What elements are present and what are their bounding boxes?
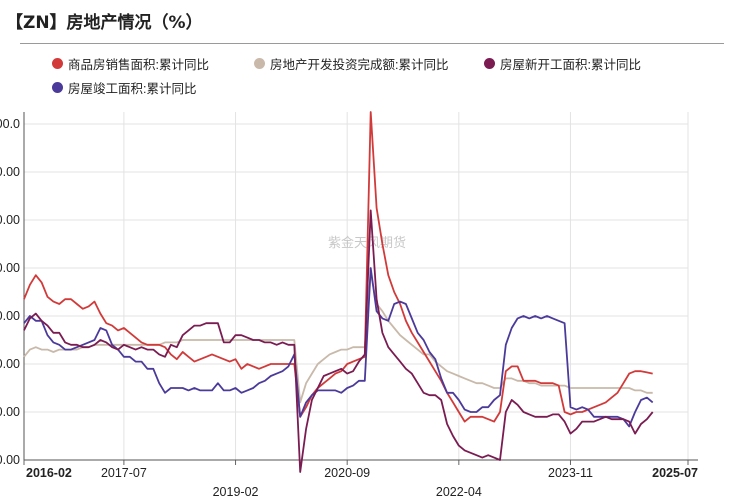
x-tick-label: 2020-09 [324, 466, 370, 480]
y-tick-label: 20.00 [0, 309, 20, 323]
x-axis: 2016-02 2017-07 2019-02 2020-09 2022-04 2023-… [23, 459, 698, 499]
legend-marker-icon [52, 58, 63, 69]
legend-item-investment[interactable]: 房地产开发投资完成额:累计同比 [254, 54, 448, 73]
legend-label: 商品房销售面积:累计同比 [68, 58, 209, 72]
y-tick-label: 0.00 [0, 357, 20, 371]
series-lines [23, 111, 654, 473]
series-line-0 [23, 111, 653, 423]
legend-item-completions[interactable]: 房屋竣工面积:累计同比 [52, 78, 196, 97]
x-tick-label: 2025-07 [652, 466, 698, 480]
series-line-2 [23, 209, 654, 473]
legend-item-new-starts[interactable]: 房屋新开工面积:累计同比 [484, 54, 641, 73]
legend-item-sales-area[interactable]: 商品房销售面积:累计同比 [52, 54, 209, 73]
y-tick-label: 60.00 [0, 213, 20, 227]
y-tick-label: 80.00 [0, 165, 20, 179]
x-tick-label: 2023-11 [548, 466, 593, 480]
legend-label: 房地产开发投资完成额:累计同比 [270, 58, 449, 72]
y-tick-label: -20.00 [0, 405, 20, 419]
page-title: 【ZN】房地产情况（%） [6, 13, 203, 33]
x-tick-label: 2019-02 [213, 485, 259, 499]
legend-label: 房屋新开工面积:累计同比 [500, 58, 641, 72]
x-tick-label: 2016-02 [26, 466, 72, 480]
legend-marker-icon [484, 58, 495, 69]
grid-lines [23, 112, 689, 461]
y-axis: 100.0 80.00 60.00 40.00 20.00 0.00 -20.00 -40.0… [0, 112, 25, 467]
series-line-3 [23, 267, 654, 428]
y-tick-label: -40.00 [0, 453, 20, 467]
title-divider [20, 43, 724, 44]
series-line-1 [23, 271, 653, 404]
x-tick-label: 2022-04 [436, 485, 482, 499]
x-tick-label: 2017-07 [101, 466, 147, 480]
legend-marker-icon [52, 82, 63, 93]
legend-label: 房屋竣工面积:累计同比 [68, 82, 197, 96]
y-tick-label: 100.0 [0, 117, 20, 131]
y-tick-label: 40.00 [0, 261, 20, 275]
legend-marker-icon [254, 58, 265, 69]
